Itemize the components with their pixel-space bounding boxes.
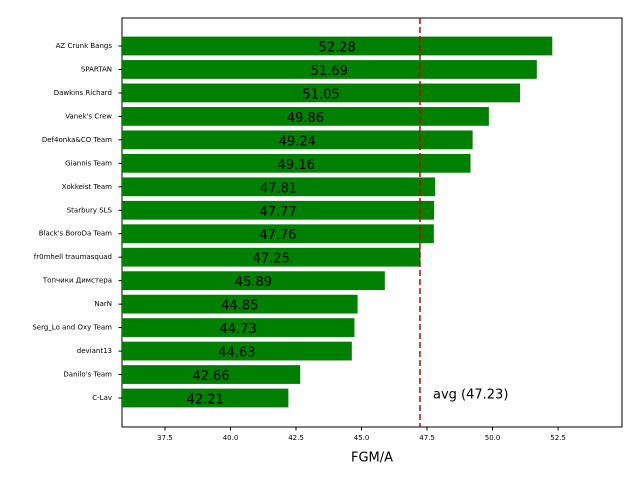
y-tick-label: C-Lav: [92, 394, 112, 402]
value-label: 49.24: [279, 134, 316, 149]
value-label: 52.28: [319, 41, 356, 56]
x-tick-label: 52.5: [550, 434, 566, 442]
value-label: 47.76: [259, 228, 296, 243]
bar: [122, 365, 301, 384]
y-tick-label: Def4onka&CO Team: [42, 136, 112, 144]
value-label: 42.66: [192, 369, 229, 384]
bar: [122, 318, 355, 337]
bar: [122, 153, 471, 173]
axes-frame: [121, 17, 623, 428]
value-label: 47.77: [259, 205, 296, 220]
y-tick-label: deviant13: [77, 347, 112, 355]
value-label: 44.85: [221, 299, 258, 314]
y-tick-label: Dawkins Richard: [54, 89, 112, 97]
x-tick-label: 47.5: [419, 434, 435, 442]
bar: [122, 130, 473, 150]
value-label: 49.86: [287, 111, 324, 126]
bar: [122, 107, 489, 126]
bar: [122, 294, 358, 314]
x-tick-label: 42.5: [288, 434, 304, 442]
value-label: 51.05: [302, 87, 339, 102]
value-label: 44.73: [220, 322, 257, 337]
bar: [122, 36, 553, 56]
value-label: 44.63: [218, 346, 255, 361]
value-label: 42.21: [187, 393, 224, 408]
bar: [122, 83, 521, 103]
bar: [122, 224, 434, 244]
value-label: 51.69: [311, 64, 348, 79]
x-tick-label: 45.0: [354, 434, 370, 442]
bar: [122, 177, 436, 197]
y-tick-label: Starbury SLS: [67, 206, 113, 214]
bar: [122, 200, 435, 220]
bar: [122, 341, 352, 361]
y-tick-label: NarN: [94, 300, 112, 308]
bar: [122, 388, 289, 408]
value-label: 49.16: [278, 158, 315, 173]
bar: [122, 271, 385, 291]
y-tick-label: Vanek's Crew: [65, 112, 112, 120]
y-tick-label: SPARTAN: [81, 65, 112, 73]
annotation: avg (47.23): [433, 388, 508, 403]
x-tick-label: 50.0: [485, 434, 501, 442]
y-tick-label: Xokkeist Team: [62, 183, 112, 191]
bar: [122, 247, 421, 267]
x-axis-label: FGM/A: [351, 451, 393, 466]
value-label: 47.25: [253, 252, 290, 267]
x-tick-label: 37.5: [157, 434, 173, 442]
value-label: 47.81: [260, 181, 297, 196]
y-tick-label: AZ Crunk Bangs: [56, 42, 113, 50]
x-tick-label: 40.0: [223, 434, 239, 442]
y-tick-label: Giannis Team: [65, 159, 112, 167]
y-tick-label: Danilo's Team: [63, 371, 112, 379]
y-tick-label: Black's BoroDa Team: [39, 230, 112, 238]
bar: [122, 60, 537, 79]
value-label: 45.89: [235, 275, 272, 290]
y-tick-label: fr0mhell traumasquad: [34, 253, 112, 261]
y-tick-label: Топчики Димстера: [42, 277, 112, 285]
y-tick-label: Serg_Lo and Oxy Team: [32, 324, 112, 332]
